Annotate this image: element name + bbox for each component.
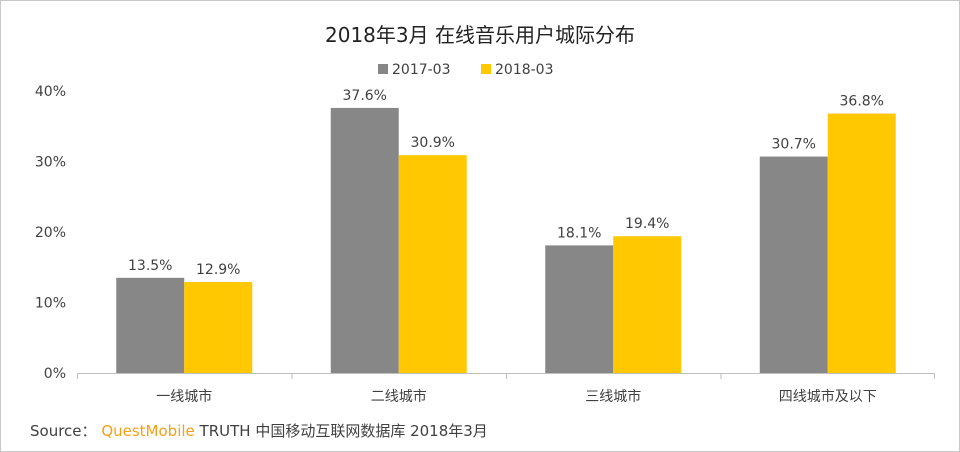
bar-2017-03 (330, 107, 399, 374)
y-tick-label: 10% (35, 296, 66, 312)
data-label: 19.4% (625, 216, 669, 232)
bar-2018-03 (613, 236, 682, 373)
data-label: 30.9% (411, 135, 455, 151)
bar-2018-03 (827, 113, 896, 373)
data-label: 13.5% (128, 258, 172, 274)
data-label: 18.1% (557, 225, 601, 241)
legend-label-2018-03: 2018-03 (495, 62, 554, 78)
bar-2018-03 (184, 282, 253, 373)
y-tick-label: 40% (35, 84, 66, 100)
legend-swatch-2017-03 (378, 64, 388, 74)
x-tick-label: 二线城市 (371, 388, 427, 405)
legend-label-2017-03: 2017-03 (392, 62, 451, 78)
x-tick-label: 四线城市及以下 (779, 388, 877, 405)
source-note: Source： QuestMobile TRUTH 中国移动互联网数据库 201… (30, 420, 488, 441)
chart-title: 2018年3月 在线音乐用户城际分布 (325, 23, 635, 47)
y-tick-label: 30% (35, 155, 66, 171)
data-label: 30.7% (772, 137, 816, 153)
source-prefix: Source： (30, 422, 97, 440)
legend-swatch-2018-03 (481, 64, 491, 74)
data-label: 12.9% (196, 262, 240, 278)
x-tick-label: 一线城市 (156, 388, 212, 405)
bar-2017-03 (759, 156, 828, 373)
bar-2018-03 (398, 155, 467, 373)
y-tick-label: 0% (44, 366, 66, 382)
y-tick-label: 20% (35, 225, 66, 241)
data-label: 36.8% (840, 94, 884, 110)
source-brand-logo: QuestMobile (101, 422, 195, 440)
bar-2017-03 (545, 245, 614, 373)
bar-2017-03 (116, 277, 185, 373)
data-label: 37.6% (343, 88, 387, 104)
x-tick-label: 三线城市 (585, 388, 641, 405)
source-suffix: TRUTH 中国移动互联网数据库 2018年3月 (199, 422, 488, 440)
